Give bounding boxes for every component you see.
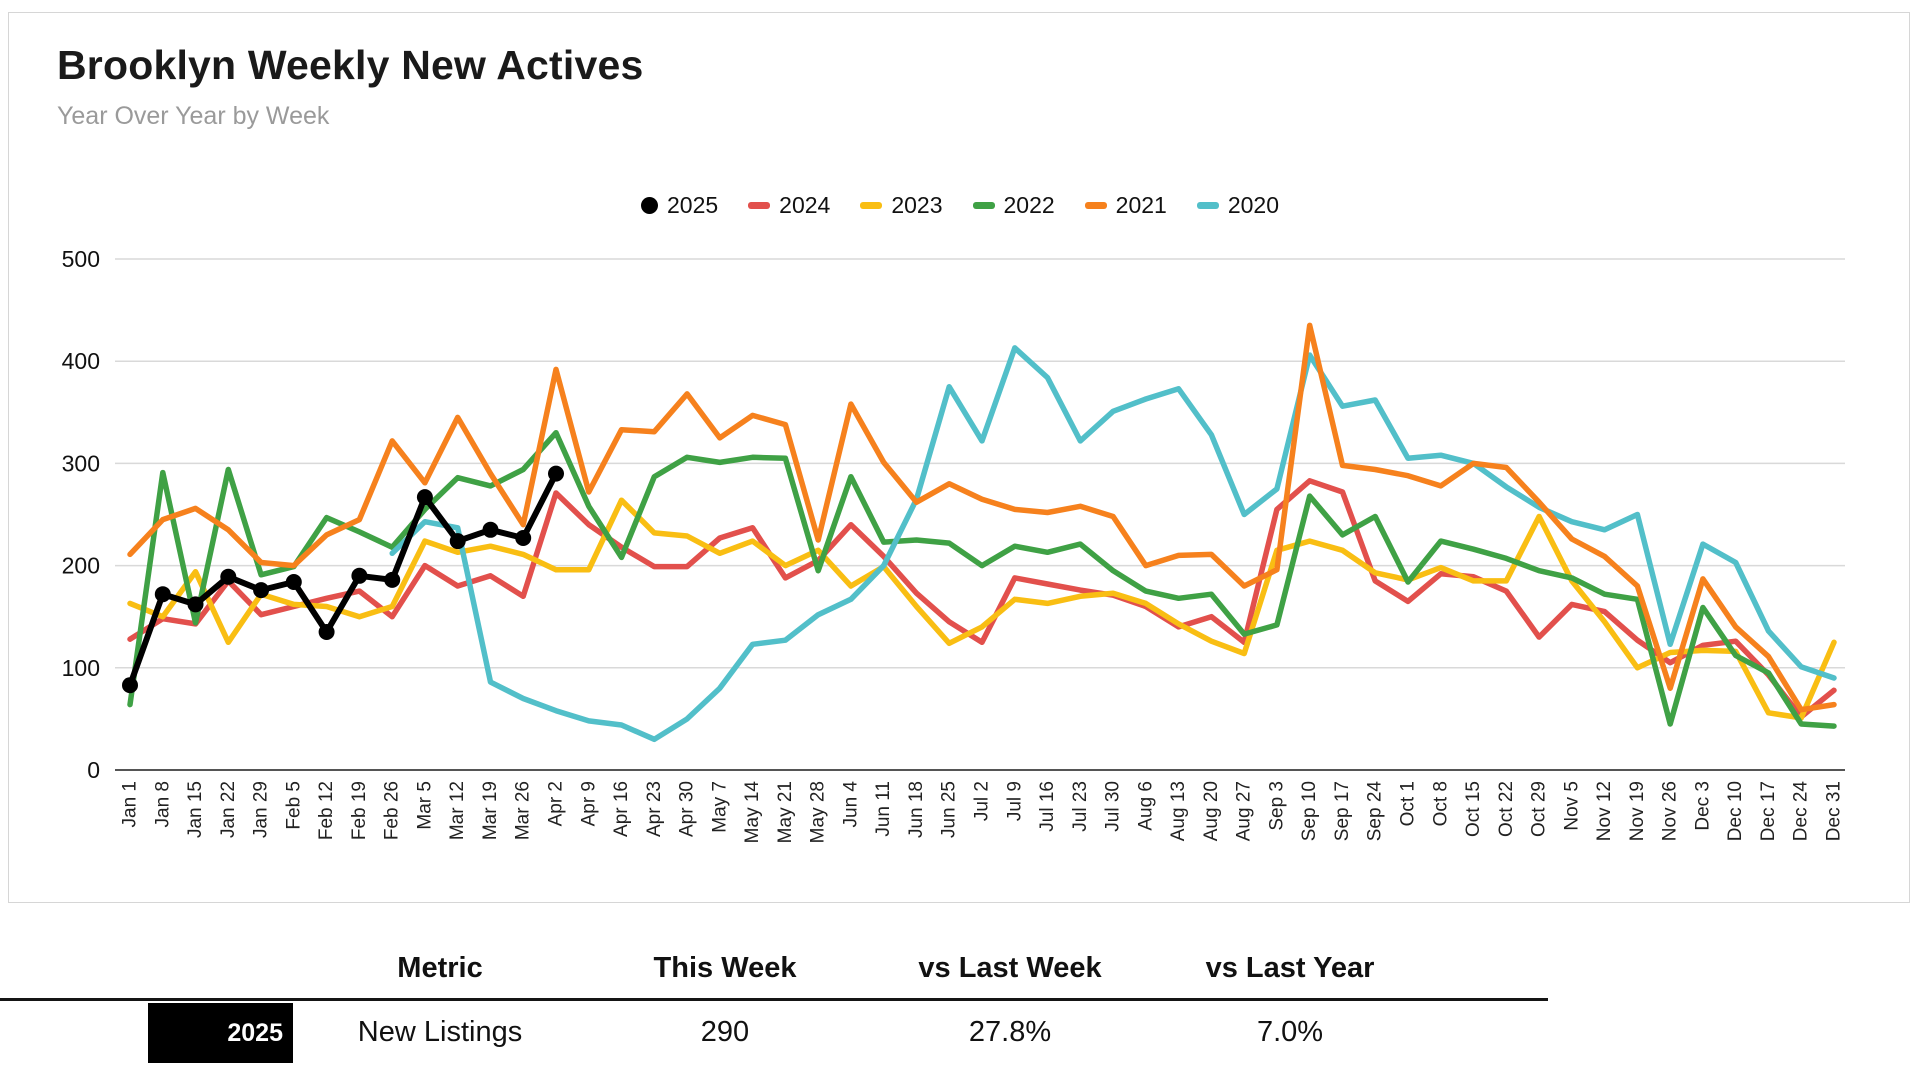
legend-swatch-2024 [748, 202, 771, 209]
legend-item-2024: 2024 [748, 192, 830, 219]
chart-title: Brooklyn Weekly New Actives [57, 42, 644, 88]
table-header-metric: Metric [397, 952, 483, 984]
legend-label-2022: 2022 [1003, 192, 1055, 218]
table-divider [0, 998, 1548, 1001]
legend-label-2023: 2023 [891, 192, 943, 218]
table-header-vs-last-week: vs Last Week [918, 952, 1102, 984]
table-cell-metric: New Listings [357, 1016, 523, 1048]
chart-legend: 2025 2024 2023 2022 2021 2020 [0, 192, 1920, 219]
legend-label-2020: 2020 [1227, 192, 1280, 218]
table-header-this-week: This Week [653, 952, 797, 984]
legend-item-2023: 2023 [860, 192, 943, 219]
legend-swatch-2023 [860, 202, 883, 209]
table-row-year-badge: 2025 [148, 1003, 293, 1063]
legend-label-2024: 2024 [779, 192, 831, 218]
table-header-vs-last-year: vs Last Year [1205, 952, 1375, 984]
legend-item-2020: 2020 [1196, 192, 1280, 219]
legend-swatch-2020 [1196, 202, 1219, 209]
legend-label-2025: 2025 [666, 192, 719, 218]
legend-swatch-2022 [972, 202, 995, 209]
chart-subtitle: Year Over Year by Week [57, 102, 330, 130]
chart-card [8, 12, 1910, 903]
table-cell-this-week: 290 [700, 1016, 750, 1048]
legend-label-2021: 2021 [1115, 192, 1167, 218]
table-cell-vs-last-week: 27.8% [968, 1016, 1052, 1048]
legend-swatch-2025 [640, 197, 658, 214]
table-cell-vs-last-year: 7.0% [1256, 1016, 1324, 1048]
legend-item-2022: 2022 [972, 192, 1055, 219]
legend-item-2025: 2025 [640, 192, 719, 219]
legend-item-2021: 2021 [1084, 192, 1167, 219]
legend-swatch-2021 [1084, 202, 1107, 209]
